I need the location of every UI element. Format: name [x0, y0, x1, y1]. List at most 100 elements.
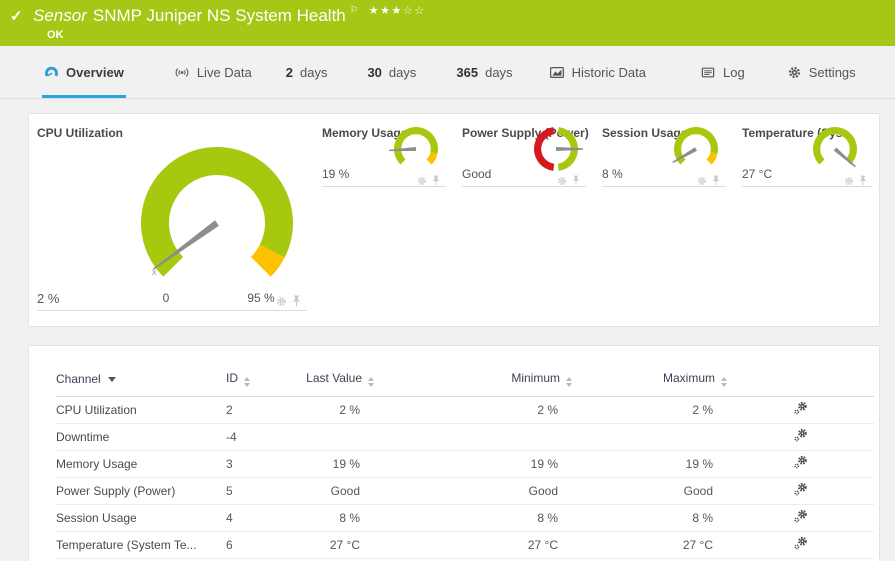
col-header-actions [727, 366, 874, 397]
gauge-title: Session Usage [602, 126, 688, 140]
gauge-value: 2 % [37, 291, 60, 306]
panel-pin-icon[interactable] [859, 175, 867, 186]
gauge-panel-temperature: Temperature (System ... 27 °C [734, 114, 881, 194]
gauge-scale-min: 0 [162, 291, 170, 305]
channel-settings-icon[interactable] [793, 509, 808, 524]
last-value-cell: 2 % [286, 396, 374, 424]
gauge-title: Memory Usage [322, 126, 408, 140]
panel-gear-icon[interactable] [276, 296, 287, 307]
temperature-gauge [813, 127, 857, 168]
gauge-value: Good [462, 167, 492, 181]
panel-divider [602, 186, 726, 187]
channel-id-cell: -4 [226, 423, 286, 451]
last-value-cell [286, 423, 374, 451]
panel-pin-icon[interactable] [572, 175, 580, 186]
panel-pin-icon[interactable] [712, 175, 720, 186]
sort-icon [244, 377, 250, 387]
channel-id-cell: 2 [226, 396, 286, 424]
tab-2-days[interactable]: 2 days [285, 64, 328, 80]
live-data-icon [175, 67, 189, 77]
channels-table-card: Channel ID Last Value Minimum Maximum CP… [28, 345, 880, 561]
gauge-panel-session: Session Usage 8 % [594, 114, 734, 194]
gauges-card: CPU Utilization x 2 % 0 95 % Memory Usag… [28, 113, 880, 327]
tab-bar: Overview Live Data 2 days 30 days 365 da… [0, 46, 895, 99]
tab-30-days[interactable]: 30 days [367, 64, 417, 80]
maximum-cell: 8 % [572, 504, 727, 532]
historic-data-icon [549, 66, 564, 78]
gauge-value: 27 °C [742, 167, 773, 181]
last-value-cell: 8 % [286, 504, 374, 532]
sensor-title: SNMP Juniper NS System Health [92, 6, 346, 25]
power-supply-gauge [533, 127, 583, 171]
channel-settings-icon[interactable] [793, 536, 808, 551]
table-row[interactable]: Session Usage 4 8 % 8 % 8 % [56, 504, 874, 532]
sensor-status-badge: OK [47, 29, 64, 41]
maximum-cell: 2 % [572, 396, 727, 424]
tab-overview[interactable]: Overview [42, 46, 126, 98]
minimum-cell: 8 % [374, 504, 572, 532]
tab-live-data[interactable]: Live Data [172, 46, 254, 98]
minimum-cell [374, 423, 572, 451]
gauge-title: Power Supply (Power) [462, 126, 589, 140]
panel-pin-icon[interactable] [432, 175, 440, 186]
tab-log[interactable]: Log [698, 46, 747, 98]
memory-gauge [389, 127, 439, 165]
sensor-header: ✓ Sensor SNMP Juniper NS System Health ⚐ ★★… [0, 0, 895, 46]
panel-gear-icon[interactable] [844, 176, 854, 186]
panel-pin-icon[interactable] [292, 295, 301, 307]
log-icon [701, 67, 715, 77]
channel-settings-icon[interactable] [793, 455, 808, 470]
channel-id-cell: 6 [226, 531, 286, 559]
table-row[interactable]: Temperature (System Te... 6 27 °C 27 °C … [56, 531, 874, 559]
last-value-cell: 27 °C [286, 531, 374, 559]
col-header-last-value[interactable]: Last Value [286, 366, 374, 397]
panel-divider [462, 186, 586, 187]
channel-id-cell: 3 [226, 450, 286, 478]
ok-check-icon: ✓ [10, 8, 23, 25]
priority-stars[interactable]: ★★★☆☆ [368, 5, 426, 17]
sort-icon [566, 377, 572, 387]
col-header-minimum[interactable]: Minimum [374, 366, 572, 397]
maximum-cell: 27 °C [572, 531, 727, 559]
gauge-value: 19 % [322, 167, 350, 181]
gauge-panel-memory: Memory Usage 19 % [314, 114, 454, 194]
sensor-kind-label: Sensor [33, 6, 87, 25]
channels-table: Channel ID Last Value Minimum Maximum CP… [56, 366, 874, 559]
col-header-channel[interactable]: Channel [56, 366, 226, 397]
settings-gear-icon [788, 66, 800, 78]
channel-id-cell: 4 [226, 504, 286, 532]
channel-name-cell: Session Usage [56, 504, 226, 532]
col-header-maximum[interactable]: Maximum [572, 366, 727, 397]
gauge-panel-power-supply: Power Supply (Power) Good [454, 114, 594, 194]
session-gauge [672, 127, 719, 165]
channel-settings-icon[interactable] [793, 482, 808, 497]
cpu-gauge: x [141, 147, 294, 277]
minimum-cell: 19 % [374, 450, 572, 478]
channel-settings-icon[interactable] [793, 401, 808, 416]
sort-icon [721, 377, 727, 387]
tab-settings[interactable]: Settings [785, 46, 858, 98]
panel-gear-icon[interactable] [557, 176, 567, 186]
col-header-id[interactable]: ID [226, 366, 286, 397]
maximum-cell: Good [572, 477, 727, 505]
panel-gear-icon[interactable] [417, 176, 427, 186]
table-row[interactable]: Downtime -4 [56, 423, 874, 451]
panel-gear-icon[interactable] [697, 176, 707, 186]
table-row[interactable]: CPU Utilization 2 2 % 2 % 2 % [56, 396, 874, 424]
table-row[interactable]: Memory Usage 3 19 % 19 % 19 % [56, 450, 874, 478]
maximum-cell: 19 % [572, 450, 727, 478]
gauge-scale-max: 95 % [247, 291, 275, 305]
minimum-cell: Good [374, 477, 572, 505]
minimum-cell: 2 % [374, 396, 572, 424]
table-row[interactable]: Power Supply (Power) 5 Good Good Good [56, 477, 874, 505]
flag-icon[interactable]: ⚐ [349, 5, 359, 16]
sort-icon [368, 377, 374, 387]
tab-365-days[interactable]: 365 days [456, 64, 513, 80]
tab-historic-data[interactable]: Historic Data [547, 46, 648, 98]
panel-divider [37, 310, 307, 311]
channel-settings-icon[interactable] [793, 428, 808, 443]
gauge-icon [45, 66, 58, 77]
panel-divider [322, 186, 446, 187]
svg-text:x: x [152, 267, 157, 277]
gauge-title: CPU Utilization [37, 126, 123, 140]
